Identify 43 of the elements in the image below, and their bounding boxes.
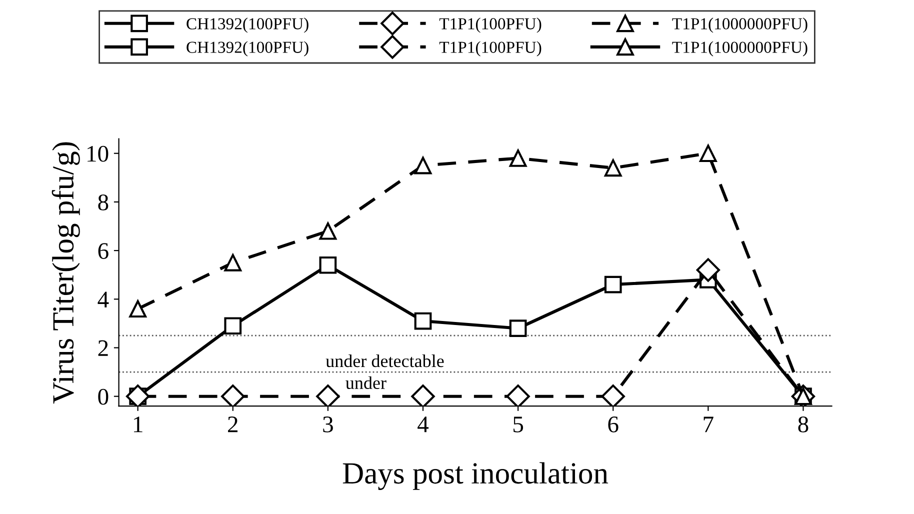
point xyxy=(221,384,245,406)
y-tick-label: 2 xyxy=(98,340,108,356)
x-tick-label: 5 xyxy=(514,416,524,432)
point xyxy=(509,150,527,167)
y-tick-label: 8 xyxy=(98,194,108,210)
x-tick-label: 8 xyxy=(798,416,808,432)
annotation: under xyxy=(346,376,386,390)
point xyxy=(699,144,717,162)
point xyxy=(604,159,622,177)
legend-label: T1P1(100PFU) xyxy=(439,18,542,33)
point xyxy=(316,384,340,406)
point xyxy=(506,384,530,406)
legend-label: T1P1(1000000PFU) xyxy=(672,41,808,56)
x-tick-label: 2 xyxy=(228,416,238,432)
y-tick-label: 6 xyxy=(98,243,108,259)
x-tick-label: 3 xyxy=(323,416,333,432)
legend-label: T1P1(1000000PFU) xyxy=(672,18,808,33)
y-tick-label: 0 xyxy=(98,388,108,405)
point xyxy=(224,254,242,272)
point xyxy=(509,320,527,337)
x-axis-title: Days post inoculation xyxy=(342,462,608,490)
x-tick-label: 6 xyxy=(608,416,618,432)
legend-label: CH1392(100PFU) xyxy=(186,41,308,56)
point xyxy=(414,312,432,330)
point xyxy=(411,384,435,406)
point xyxy=(126,384,150,406)
point xyxy=(601,384,625,406)
point xyxy=(414,156,432,174)
point xyxy=(604,276,622,294)
x-tick-label: 7 xyxy=(704,416,714,432)
point xyxy=(696,258,720,282)
x-tick-label: 1 xyxy=(134,416,142,432)
ref-line-label: under detectable xyxy=(326,354,444,368)
point xyxy=(129,300,147,318)
y-tick-label: 10 xyxy=(88,146,108,162)
x-tick-label: 4 xyxy=(418,416,429,432)
y-tick-label: 4 xyxy=(98,292,109,308)
point xyxy=(319,222,337,240)
point xyxy=(224,317,242,335)
point xyxy=(319,256,337,274)
legend-label: CH1392(100PFU) xyxy=(186,18,308,33)
legend-label: T1P1(100PFU) xyxy=(439,41,542,56)
y-axis-title: Virus Titer(log pfu/g) xyxy=(52,142,80,404)
